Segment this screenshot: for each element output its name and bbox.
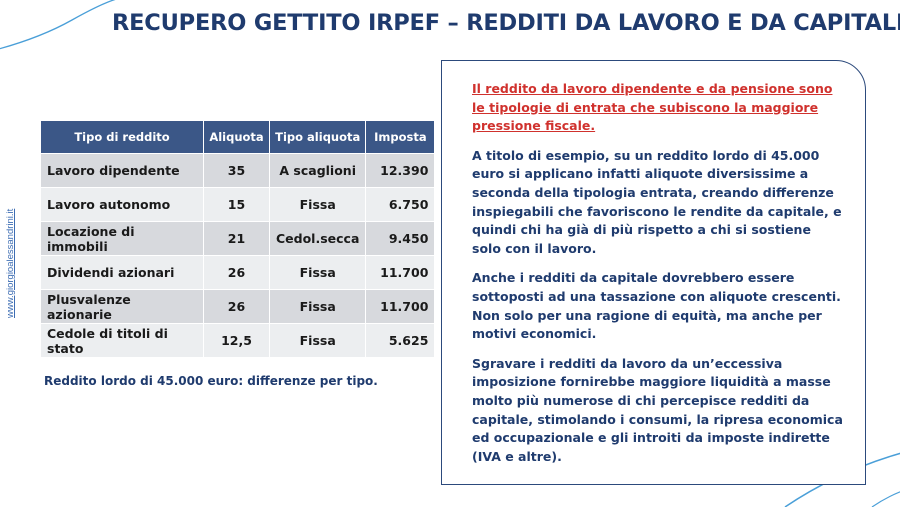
cell-tipo: Plusvalenze azionarie <box>40 289 204 324</box>
income-tax-table: Tipo di reddito Aliquota Tipo aliquota I… <box>40 120 436 358</box>
cell-tipo: Locazione di immobili <box>40 221 204 256</box>
paragraph-example: A titolo di esempio, su un reddito lordo… <box>472 147 842 256</box>
table-row: Cedole di titoli di stato 12,5 Fissa 5.6… <box>40 323 436 358</box>
cell-tipo-aliquota: Cedol.secca <box>268 221 367 256</box>
page-title: RECUPERO GETTITO IRPEF – REDDITI DA LAVO… <box>112 10 900 36</box>
cell-tipo-aliquota: A scaglioni <box>268 153 367 188</box>
highlight-paragraph: Il reddito da lavoro dipendente e da pen… <box>472 81 833 134</box>
cell-aliquota: 15 <box>203 187 270 222</box>
top-left-curve <box>0 0 116 50</box>
bottom-right-curve-2 <box>871 491 900 507</box>
cell-aliquota: 35 <box>203 153 270 188</box>
cell-imposta: 6.750 <box>365 187 436 222</box>
card-text: Il reddito da lavoro dipendente e da pen… <box>472 80 844 477</box>
cell-imposta: 11.700 <box>365 255 436 290</box>
cell-tipo-aliquota: Fissa <box>268 289 367 324</box>
cell-tipo-aliquota: Fissa <box>268 187 367 222</box>
table-row: Dividendi azionari 26 Fissa 11.700 <box>40 255 436 290</box>
cell-tipo: Dividendi azionari <box>40 255 204 290</box>
table-row: Lavoro autonomo 15 Fissa 6.750 <box>40 187 436 222</box>
header-tipo-aliquota: Tipo aliquota <box>268 120 367 154</box>
cell-imposta: 11.700 <box>365 289 436 324</box>
table-row: Lavoro dipendente 35 A scaglioni 12.390 <box>40 153 436 188</box>
website-link[interactable]: www.giorgioalessandrini.it <box>5 208 16 318</box>
table-header-row: Tipo di reddito Aliquota Tipo aliquota I… <box>40 120 436 154</box>
table-row: Locazione di immobili 21 Cedol.secca 9.4… <box>40 221 436 256</box>
header-imposta: Imposta <box>365 120 436 154</box>
cell-aliquota: 12,5 <box>203 323 270 358</box>
cell-tipo: Lavoro autonomo <box>40 187 204 222</box>
header-aliquota: Aliquota <box>203 120 270 154</box>
cell-imposta: 12.390 <box>365 153 436 188</box>
cell-tipo: Cedole di titoli di stato <box>40 323 204 358</box>
paragraph-capital: Anche i redditi da capitale dovrebbero e… <box>472 270 841 342</box>
paragraph-relief: Sgravare i redditi da lavoro da un’ecces… <box>472 355 843 464</box>
cell-imposta: 9.450 <box>365 221 436 256</box>
cell-aliquota: 21 <box>203 221 270 256</box>
cell-tipo-aliquota: Fissa <box>268 255 367 290</box>
text-card <box>441 60 866 485</box>
table-row: Plusvalenze azionarie 26 Fissa 11.700 <box>40 289 436 324</box>
cell-imposta: 5.625 <box>365 323 436 358</box>
cell-tipo: Lavoro dipendente <box>40 153 204 188</box>
cell-aliquota: 26 <box>203 289 270 324</box>
table-caption: Reddito lordo di 45.000 euro: differenze… <box>44 374 378 388</box>
header-tipo-di-reddito: Tipo di reddito <box>40 120 204 154</box>
cell-aliquota: 26 <box>203 255 270 290</box>
cell-tipo-aliquota: Fissa <box>268 323 367 358</box>
